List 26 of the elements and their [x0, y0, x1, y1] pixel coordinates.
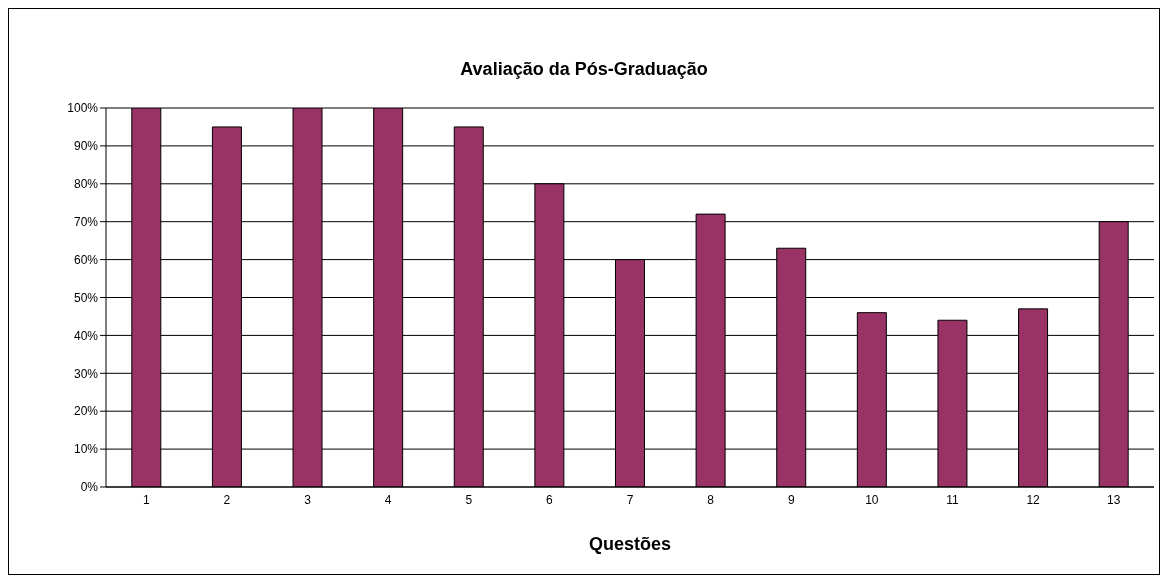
x-axis-title: Questões: [588, 534, 672, 555]
y-tick-label: 90%: [73, 139, 99, 154]
y-tick-label: 60%: [73, 252, 99, 267]
x-tick-label: 12: [1026, 492, 1041, 507]
y-tick-label: 80%: [73, 177, 99, 192]
x-tick-label: 7: [626, 492, 634, 507]
x-tick-label: 8: [707, 492, 715, 507]
y-tick-label: 70%: [73, 214, 99, 229]
x-tick-label: 9: [787, 492, 795, 507]
y-tick-label: 30%: [73, 366, 99, 381]
x-tick-label: 6: [546, 492, 554, 507]
y-tick-label: 10%: [73, 442, 99, 457]
x-tick-label: 13: [1107, 492, 1121, 507]
x-tick-label: 4: [384, 492, 392, 507]
x-tick-label: 5: [465, 492, 473, 507]
x-tick-label: 10: [865, 492, 879, 507]
y-tick-label: 100%: [67, 101, 99, 116]
chart-title: Avaliação da Pós-Graduação: [459, 59, 709, 80]
y-tick-label: 20%: [73, 404, 99, 419]
y-tick-label: 0%: [80, 480, 99, 495]
x-tick-label: 1: [142, 492, 150, 507]
x-tick-label: 2: [223, 492, 231, 507]
y-tick-label: 40%: [73, 328, 99, 343]
x-tick-label: 11: [946, 492, 960, 507]
y-tick-label: 50%: [73, 290, 99, 305]
x-tick-label: 3: [304, 492, 312, 507]
